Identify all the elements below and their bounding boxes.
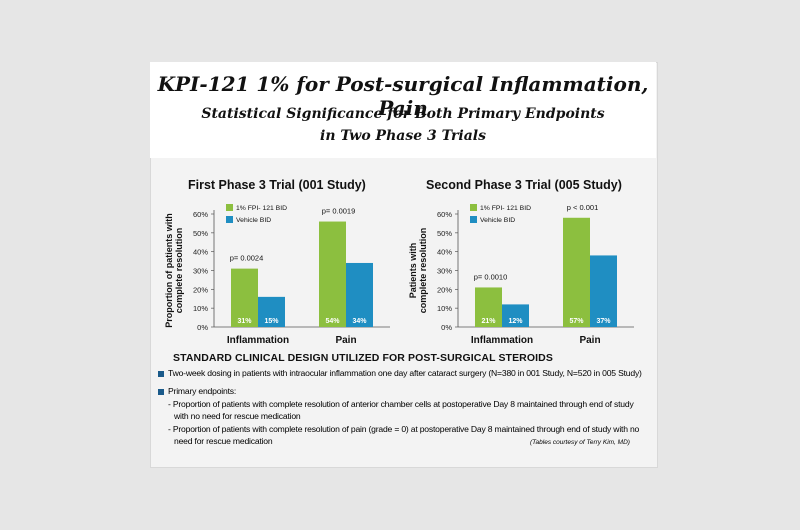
chart-2-second-trial: Patients with complete resolution 0% 10% 20%… [408, 203, 634, 346]
bar-inflammation-vehicle [502, 304, 529, 327]
bar-value-label: 54% [325, 318, 340, 325]
bullet-square-icon [158, 370, 164, 377]
chart-1-title: First Phase 3 Trial (001 Study) [188, 178, 366, 192]
p-value-label: p < 0.001 [567, 203, 599, 212]
y-axis-label-line2: complete resolution [174, 228, 184, 314]
y-tick-label: 10% [437, 304, 452, 313]
bar-value-label: 31% [237, 318, 252, 325]
design-bullet-endpoints-text: Primary endpoints: [168, 386, 237, 396]
bar-value-label: 15% [264, 318, 279, 325]
p-value-label: p= 0.0019 [322, 207, 356, 216]
y-tick-label: 10% [193, 304, 208, 313]
legend-swatch [226, 204, 233, 211]
legend-swatch [470, 216, 477, 223]
design-bullet-endpoints: Primary endpoints: [158, 386, 236, 396]
y-tick-label: 40% [193, 248, 208, 257]
bar-value-label: 12% [508, 318, 523, 325]
bar-value-label: 34% [352, 318, 367, 325]
y-tick-label: 30% [193, 267, 208, 276]
bar-value-label: 37% [596, 318, 611, 325]
chart-2-title: Second Phase 3 Trial (005 Study) [426, 178, 622, 192]
y-tick-label: 0% [197, 323, 208, 332]
slide-subtitle-line1: Statistical Significance for Both Primar… [201, 106, 605, 122]
x-category-label: Pain [335, 335, 356, 346]
bar-pain-vehicle [590, 255, 617, 327]
design-section: STANDARD CLINICAL DESIGN UTILIZED FOR PO… [173, 352, 643, 364]
y-tick-label: 40% [437, 248, 452, 257]
endpoint-1-line2: with no need for rescue medication [174, 411, 301, 421]
p-value-label: p= 0.0010 [474, 272, 508, 281]
bar-inflammation-drug [231, 268, 258, 327]
y-tick-label: 60% [193, 210, 208, 219]
y-axis-label-line2: complete resolution [418, 228, 428, 314]
y-tick-label: 60% [437, 210, 452, 219]
y-tick-label: 50% [437, 229, 452, 238]
x-category-label: Inflammation [471, 335, 533, 346]
design-heading: STANDARD CLINICAL DESIGN UTILIZED FOR PO… [173, 352, 553, 364]
bar-inflammation-vehicle [258, 296, 285, 327]
chart-1-first-trial: Proportion of patients with complete reso… [164, 204, 390, 346]
legend-swatch [226, 216, 233, 223]
endpoint-2-line1: - Proportion of patients with complete r… [168, 424, 640, 434]
legend-swatch [470, 204, 477, 211]
slide-subtitle-line2: in Two Phase 3 Trials [320, 128, 486, 144]
bar-pain-drug [319, 221, 346, 327]
endpoint-2-line2: need for rescue medication [174, 436, 273, 446]
image-credit: (Tables courtesy of Terry Kim, MD) [530, 439, 630, 446]
y-tick-label: 0% [441, 323, 452, 332]
legend-label: Vehicle BID [236, 217, 271, 224]
design-bullet-dosing-text: Two-week dosing in patients with intraoc… [168, 368, 642, 378]
legend-label: 1% FPI- 121 BID [236, 205, 287, 212]
design-bullet-dosing: Two-week dosing in patients with intraoc… [158, 368, 642, 378]
legend-label: Vehicle BID [480, 217, 515, 224]
y-tick-label: 20% [193, 285, 208, 294]
bar-value-label: 57% [569, 318, 584, 325]
bullet-square-icon [158, 388, 164, 395]
bar-pain-drug [563, 217, 590, 327]
y-axis-label-line1: Proportion of patients with [164, 213, 174, 328]
y-tick-label: 30% [437, 267, 452, 276]
bar-value-label: 21% [481, 318, 496, 325]
legend-label: 1% FPI- 121 BID [480, 205, 531, 212]
slide-title: KPI-121 1% for Post-surgical Inflammatio… [157, 72, 649, 120]
title-block: KPI-121 1% for Post-surgical Inflammatio… [150, 62, 656, 158]
x-category-label: Inflammation [227, 335, 289, 346]
bar-pain-vehicle [346, 262, 373, 327]
y-tick-label: 50% [193, 229, 208, 238]
endpoint-1-line1: - Proportion of patients with complete r… [168, 399, 634, 409]
y-axis-label-line1: Patients with [408, 243, 418, 299]
p-value-label: p= 0.0024 [230, 254, 264, 263]
bar-inflammation-drug [475, 287, 502, 327]
y-tick-label: 20% [437, 285, 452, 294]
x-category-label: Pain [579, 335, 600, 346]
